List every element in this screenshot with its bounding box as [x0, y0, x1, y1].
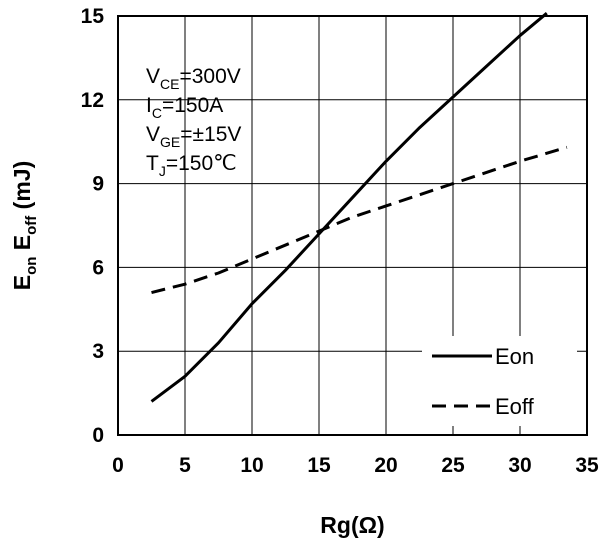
legend-label-eon: Eon [495, 344, 534, 369]
x-tick-label: 20 [374, 454, 397, 477]
x-tick-label: 35 [575, 454, 599, 477]
condition-value: =150A [162, 94, 223, 117]
condition-symbol: T [146, 152, 159, 175]
legend-label-eoff: Eoff [495, 394, 535, 419]
y-tick-label: 6 [92, 256, 104, 279]
tick-labels: 0 5 10 15 20 25 30 35 0 3 6 9 12 15 [81, 5, 599, 477]
series-line-eon [150, 12, 548, 403]
x-tick-label: 30 [508, 454, 531, 477]
condition-value: =±15V [180, 123, 241, 146]
y-axis-label-part: (mJ) [9, 161, 35, 216]
condition-subscript: J [159, 163, 166, 179]
condition-line: VGE=±15V [146, 123, 241, 150]
y-axis-label-part: E [9, 275, 35, 290]
condition-symbol: V [146, 65, 160, 88]
condition-line: TJ=150℃ [146, 152, 237, 179]
x-tick-label: 10 [240, 454, 263, 477]
y-axis-label: Eon Eoff (mJ) [9, 161, 40, 291]
condition-subscript: C [152, 105, 162, 121]
condition-symbol: V [146, 123, 160, 146]
condition-subscript: GE [160, 134, 180, 150]
data-series [150, 12, 568, 403]
y-axis-label-subscript: off [23, 215, 40, 235]
condition-subscript: CE [160, 76, 179, 92]
y-tick-label: 0 [92, 424, 104, 447]
y-axis-label-part: E [9, 235, 35, 257]
y-tick-label: 12 [81, 89, 104, 112]
y-tick-label: 3 [92, 340, 104, 363]
legend: Eon Eoff [422, 336, 577, 426]
x-tick-label: 5 [179, 454, 191, 477]
legend-box [422, 336, 577, 426]
series-line-eoff [151, 145, 568, 294]
condition-line: IC=150A [146, 94, 223, 121]
condition-line: VCE=300V [146, 65, 241, 92]
condition-symbol: I [146, 94, 152, 117]
plot-frame [117, 15, 588, 436]
x-tick-label: 15 [307, 454, 331, 477]
y-tick-label: 15 [81, 5, 105, 28]
x-tick-label: 0 [112, 454, 124, 477]
y-axis-label-subscript: on [23, 257, 40, 275]
condition-value: =150℃ [166, 152, 237, 175]
condition-value: =300V [179, 65, 240, 88]
grid [118, 16, 587, 435]
y-tick-label: 9 [92, 173, 104, 196]
x-axis-label: Rg(Ω) [320, 512, 384, 538]
x-tick-label: 25 [441, 454, 465, 477]
